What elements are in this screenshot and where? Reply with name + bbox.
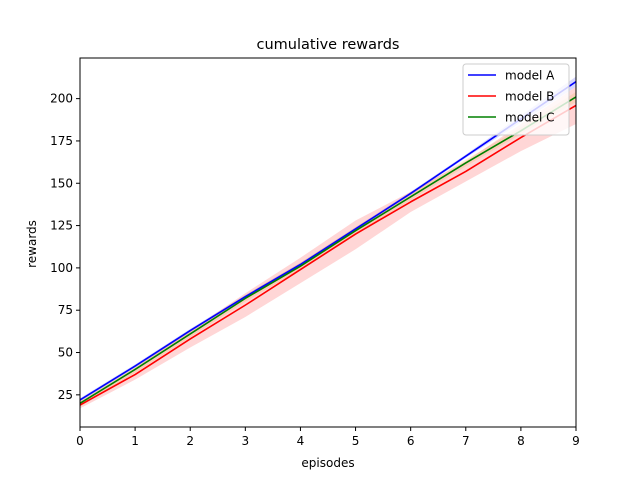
y-tick-label: 50	[58, 346, 73, 360]
y-tick-label: 25	[58, 388, 73, 402]
line-model-a	[80, 81, 576, 401]
y-tick-label: 175	[50, 134, 73, 148]
x-tick-label: 5	[352, 434, 360, 448]
legend: model A model B model C	[462, 63, 570, 136]
y-tick-label: 125	[50, 219, 73, 233]
legend-label-model-b: model B	[505, 90, 554, 104]
y-tick-label: 200	[50, 92, 73, 106]
legend-label-model-a: model A	[505, 69, 555, 83]
axes: 0 1 2 3 4 5 6 7 8 9 25 50 75 100 125 150 175 200	[50, 57, 580, 448]
series-lines	[80, 81, 576, 406]
line-model-c	[80, 96, 576, 404]
chart-title: cumulative rewards	[257, 37, 400, 53]
plot-frame	[79, 57, 577, 428]
y-axis-label: rewards	[25, 220, 39, 268]
x-tick-label: 7	[462, 434, 470, 448]
x-tick-label: 3	[242, 434, 250, 448]
x-tick-label: 9	[572, 434, 580, 448]
line-model-b	[80, 104, 576, 406]
y-tick-label: 100	[50, 261, 73, 275]
y-tick-label: 75	[58, 303, 73, 317]
legend-label-model-c: model C	[505, 111, 555, 125]
x-axis-label: episodes	[301, 456, 354, 470]
y-tick-label: 150	[50, 176, 73, 190]
x-tick-label: 1	[131, 434, 139, 448]
x-tick-label: 4	[297, 434, 305, 448]
x-tick-label: 2	[186, 434, 194, 448]
x-tick-label: 6	[407, 434, 415, 448]
x-tick-label: 8	[517, 434, 525, 448]
x-tick-label: 0	[76, 434, 84, 448]
